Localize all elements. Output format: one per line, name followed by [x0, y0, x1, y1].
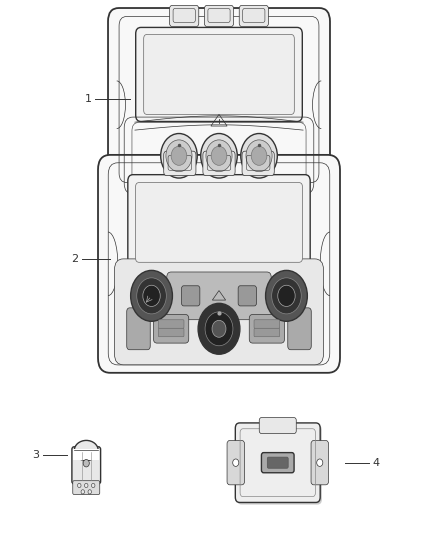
FancyBboxPatch shape	[311, 441, 328, 485]
Circle shape	[83, 459, 89, 467]
FancyBboxPatch shape	[164, 151, 196, 175]
FancyBboxPatch shape	[127, 308, 150, 350]
Text: 4: 4	[373, 458, 380, 467]
FancyBboxPatch shape	[239, 5, 268, 27]
Circle shape	[206, 140, 232, 172]
FancyBboxPatch shape	[108, 8, 330, 191]
Circle shape	[241, 134, 277, 178]
FancyBboxPatch shape	[153, 314, 189, 343]
Circle shape	[205, 312, 233, 346]
FancyBboxPatch shape	[73, 481, 100, 495]
FancyBboxPatch shape	[267, 457, 288, 469]
FancyBboxPatch shape	[288, 308, 311, 350]
FancyBboxPatch shape	[254, 320, 280, 328]
Circle shape	[92, 483, 95, 488]
FancyBboxPatch shape	[115, 259, 323, 365]
FancyBboxPatch shape	[237, 425, 322, 505]
Circle shape	[171, 146, 187, 165]
Text: 3: 3	[32, 450, 39, 460]
FancyBboxPatch shape	[73, 449, 99, 460]
FancyBboxPatch shape	[158, 328, 184, 337]
Text: 2: 2	[71, 254, 78, 263]
FancyBboxPatch shape	[72, 447, 101, 484]
Circle shape	[317, 459, 323, 466]
Circle shape	[161, 134, 197, 178]
FancyBboxPatch shape	[227, 441, 244, 485]
FancyBboxPatch shape	[182, 286, 200, 306]
FancyBboxPatch shape	[167, 272, 271, 320]
Circle shape	[137, 278, 166, 314]
Circle shape	[81, 490, 85, 494]
FancyBboxPatch shape	[144, 35, 294, 115]
Text: 1: 1	[85, 94, 92, 104]
FancyBboxPatch shape	[128, 175, 310, 270]
FancyBboxPatch shape	[136, 183, 302, 262]
FancyBboxPatch shape	[203, 151, 235, 175]
Circle shape	[246, 140, 272, 172]
Circle shape	[278, 285, 295, 306]
FancyBboxPatch shape	[235, 423, 320, 503]
Circle shape	[251, 146, 267, 165]
FancyBboxPatch shape	[254, 328, 280, 337]
FancyBboxPatch shape	[170, 5, 199, 27]
Circle shape	[143, 285, 160, 306]
Circle shape	[233, 459, 239, 466]
FancyBboxPatch shape	[158, 320, 184, 328]
Circle shape	[212, 320, 226, 337]
FancyBboxPatch shape	[249, 314, 285, 343]
Circle shape	[88, 490, 92, 494]
FancyBboxPatch shape	[259, 418, 296, 433]
Circle shape	[131, 270, 173, 321]
FancyBboxPatch shape	[238, 286, 256, 306]
Circle shape	[201, 134, 237, 178]
FancyBboxPatch shape	[205, 5, 233, 27]
Circle shape	[85, 483, 88, 488]
Ellipse shape	[74, 440, 98, 461]
FancyBboxPatch shape	[261, 453, 294, 473]
Circle shape	[211, 146, 227, 165]
Circle shape	[198, 303, 240, 354]
FancyBboxPatch shape	[242, 151, 274, 175]
Circle shape	[78, 483, 81, 488]
Circle shape	[265, 270, 307, 321]
FancyBboxPatch shape	[136, 27, 302, 122]
FancyBboxPatch shape	[98, 155, 340, 373]
Circle shape	[272, 278, 301, 314]
Circle shape	[166, 140, 192, 172]
